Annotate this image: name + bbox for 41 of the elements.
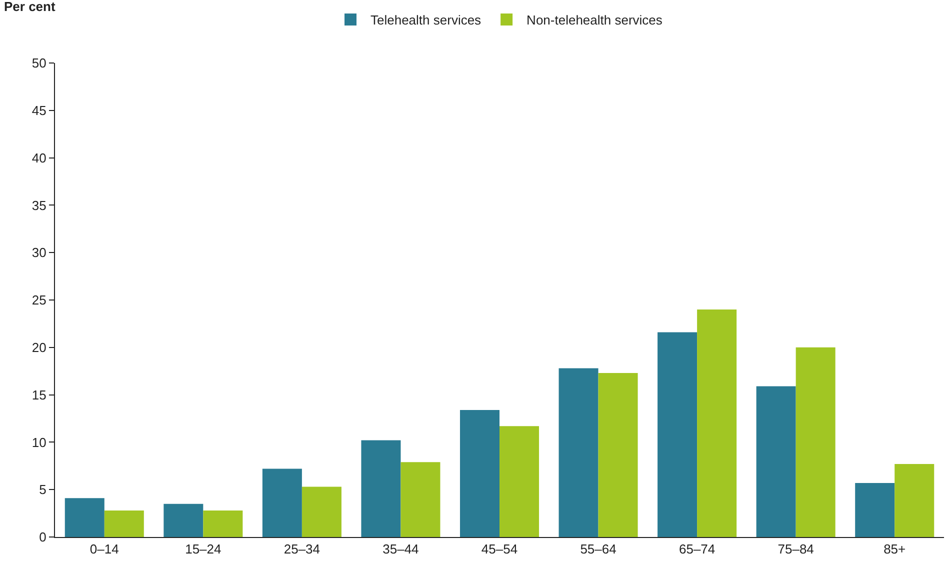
bar xyxy=(361,440,401,537)
bar xyxy=(756,386,796,537)
x-tick-label: 55–64 xyxy=(580,542,616,557)
y-tick-label: 50 xyxy=(32,56,46,71)
bar xyxy=(203,510,243,537)
legend-label: Non-telehealth services xyxy=(526,12,663,28)
x-tick-label: 75–84 xyxy=(778,542,814,557)
x-tick-label: 0–14 xyxy=(90,542,119,557)
bar xyxy=(697,309,737,537)
x-tick-label: 15–24 xyxy=(185,542,222,557)
y-tick-label: 20 xyxy=(32,340,46,355)
bar xyxy=(64,498,104,537)
y-tick-label: 10 xyxy=(32,434,46,450)
bar xyxy=(598,373,638,537)
y-tick-label: 45 xyxy=(32,102,46,118)
bar xyxy=(658,332,698,537)
bar xyxy=(164,504,204,537)
bar xyxy=(558,368,598,537)
y-tick-label: 40 xyxy=(32,150,46,166)
y-axis-title: Per cent xyxy=(4,0,56,14)
y-tick-label: 15 xyxy=(32,387,46,402)
y-tick-label: 35 xyxy=(32,198,46,213)
x-tick-label: 65–74 xyxy=(678,542,716,557)
bar xyxy=(855,482,895,537)
y-tick-label: 25 xyxy=(32,292,46,308)
x-tick-label: 85+ xyxy=(884,542,906,557)
bar xyxy=(460,410,500,537)
bar xyxy=(104,510,144,537)
y-tick-label: 0 xyxy=(39,530,46,545)
bar xyxy=(500,426,540,537)
legend-label: Telehealth services xyxy=(370,12,482,28)
bar xyxy=(262,468,302,537)
x-tick-label: 25–34 xyxy=(284,542,320,557)
x-tick-label: 35–44 xyxy=(382,542,419,557)
y-tick-label: 5 xyxy=(39,482,46,498)
x-tick-label: 45–54 xyxy=(481,542,518,557)
bar xyxy=(302,486,342,537)
bar xyxy=(796,347,836,537)
bar xyxy=(894,464,934,537)
y-tick-label: 30 xyxy=(32,245,46,260)
bar xyxy=(400,462,440,537)
